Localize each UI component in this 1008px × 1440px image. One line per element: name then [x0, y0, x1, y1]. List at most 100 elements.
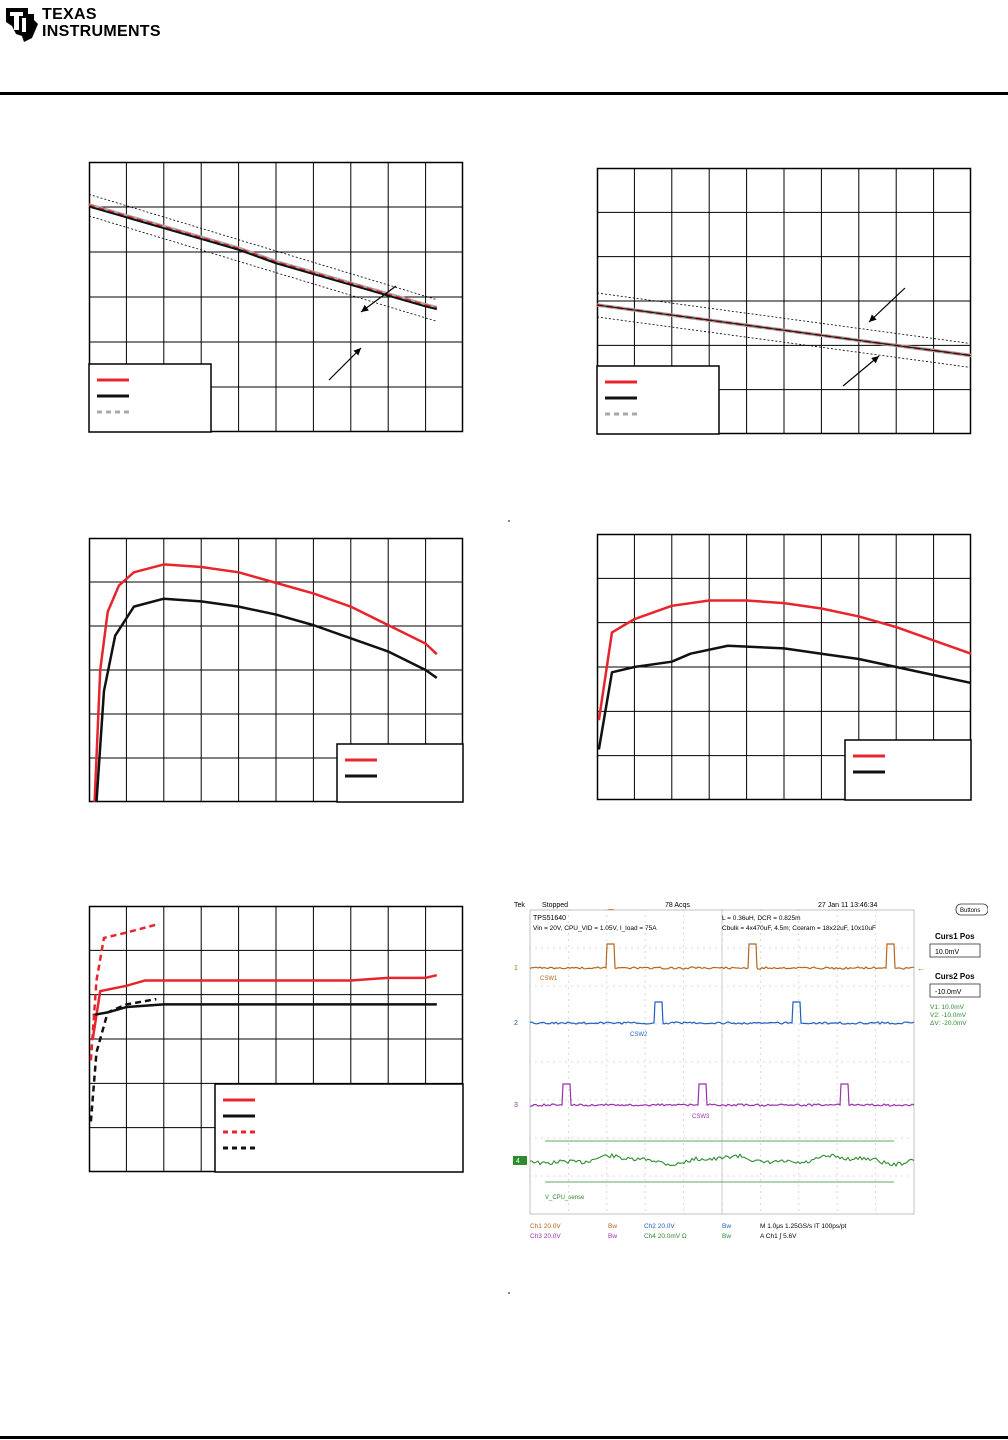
graticule-dot	[637, 985, 639, 987]
graticule-dot	[759, 1209, 761, 1211]
graticule-dot	[643, 1099, 645, 1101]
graticule-dot	[895, 1175, 897, 1177]
graticule-dot	[606, 1029, 608, 1031]
ch1-marker[interactable]: 1	[514, 965, 518, 972]
buttons-button[interactable]	[955, 903, 988, 916]
graticule-dot	[759, 927, 761, 929]
graticule-dot	[901, 985, 903, 987]
graticule-dot	[733, 1023, 735, 1025]
graticule-dot	[683, 927, 685, 929]
graticule-dot	[847, 1061, 849, 1063]
graticule-dot	[567, 969, 569, 971]
graticule-dot	[775, 1175, 777, 1177]
graticule-dot	[733, 1099, 735, 1101]
graticule-dot	[567, 1023, 569, 1025]
graticule-dot	[799, 1175, 801, 1177]
graticule-dot	[567, 927, 569, 929]
graticule-dot	[567, 1071, 569, 1073]
graticule-dot	[577, 947, 579, 949]
graticule-dot	[836, 1035, 838, 1037]
legend-box	[88, 363, 212, 433]
graticule-dot	[606, 1053, 608, 1055]
graticule-dot	[547, 1175, 549, 1177]
graticule-dot	[683, 1083, 685, 1085]
graticule-dot	[759, 1125, 761, 1127]
graticule-dot	[883, 1061, 885, 1063]
ch4-marker-box[interactable]	[513, 1156, 527, 1165]
graticule-dot	[613, 1061, 615, 1063]
graticule-dot	[606, 1071, 608, 1073]
graticule-dot	[836, 957, 838, 959]
graticule-dot	[606, 1095, 608, 1097]
ch3-marker[interactable]: 3	[514, 1102, 518, 1109]
graticule-dot	[683, 1185, 685, 1187]
graticule-dot	[567, 1119, 569, 1121]
curs2-field[interactable]	[929, 983, 981, 998]
annotation-arrow	[328, 347, 362, 381]
graticule-dot	[601, 985, 603, 987]
graticule-dot	[759, 1065, 761, 1067]
graticule-dot	[877, 947, 879, 949]
graticule-dot	[606, 1011, 608, 1013]
graticule-dot	[567, 1173, 569, 1175]
graticule-dot	[745, 947, 747, 949]
graticule-dot	[683, 1125, 685, 1127]
graticule-dot	[529, 1023, 531, 1025]
graticule-dot	[685, 1137, 687, 1139]
graticule-dot	[589, 985, 591, 987]
graticule-dot	[567, 957, 569, 959]
curs1-field[interactable]	[929, 943, 981, 958]
graticule-dot	[683, 1173, 685, 1175]
graticule-dot	[589, 1099, 591, 1101]
graticule-dot	[759, 1005, 761, 1007]
graticule-dot	[733, 985, 735, 987]
graticule-dot	[644, 963, 646, 965]
graticule-dot	[644, 993, 646, 995]
graticule-dot	[835, 1137, 837, 1139]
grid	[89, 538, 463, 802]
graticule-dot	[567, 1107, 569, 1109]
graticule-dot	[595, 985, 597, 987]
graticule-dot	[673, 985, 675, 987]
graticule-dot	[798, 1203, 800, 1205]
graticule-dot	[606, 1113, 608, 1115]
graticule-dot	[841, 1137, 843, 1139]
graticule-dot	[606, 1167, 608, 1169]
graticule-dot	[637, 1137, 639, 1139]
graticule-dot	[759, 993, 761, 995]
ch1-waveform	[529, 943, 914, 970]
graticule-dot	[759, 1071, 761, 1073]
foot-bw3: Bw	[608, 1233, 617, 1240]
graticule-dot	[805, 1175, 807, 1177]
graticule-dot	[907, 1023, 909, 1025]
graticule-dot	[775, 1099, 777, 1101]
graticule-dot	[606, 1197, 608, 1199]
graticule-dot	[877, 985, 879, 987]
graticule-dot	[673, 947, 675, 949]
graticule-dot	[606, 927, 608, 929]
graticule-dot	[836, 1131, 838, 1133]
graticule-dot	[673, 1175, 675, 1177]
ch2-marker[interactable]: 2	[514, 1020, 518, 1027]
graticule-dot	[798, 1179, 800, 1181]
graticule-dot	[836, 939, 838, 941]
graticule-dot	[553, 1061, 555, 1063]
graticule-dot	[727, 1175, 729, 1177]
graticule-dot	[644, 1155, 646, 1157]
graticule-dot	[875, 1155, 877, 1157]
graticule-dot	[644, 1047, 646, 1049]
legend-box	[596, 365, 720, 435]
graticule-dot	[619, 1061, 621, 1063]
graticule-dot	[559, 1137, 561, 1139]
graticule-dot	[703, 1061, 705, 1063]
graticule-dot	[685, 1099, 687, 1101]
graticule-dot	[836, 975, 838, 977]
graticule-dot	[759, 1023, 761, 1025]
graticule-dot	[683, 1023, 685, 1025]
graticule-dot	[541, 947, 543, 949]
graticule-dot	[875, 1047, 877, 1049]
graticule-dot	[757, 1099, 759, 1101]
graticule-dot	[667, 1061, 669, 1063]
graticule-dot	[595, 1023, 597, 1025]
arrowhead-icon	[361, 304, 369, 312]
